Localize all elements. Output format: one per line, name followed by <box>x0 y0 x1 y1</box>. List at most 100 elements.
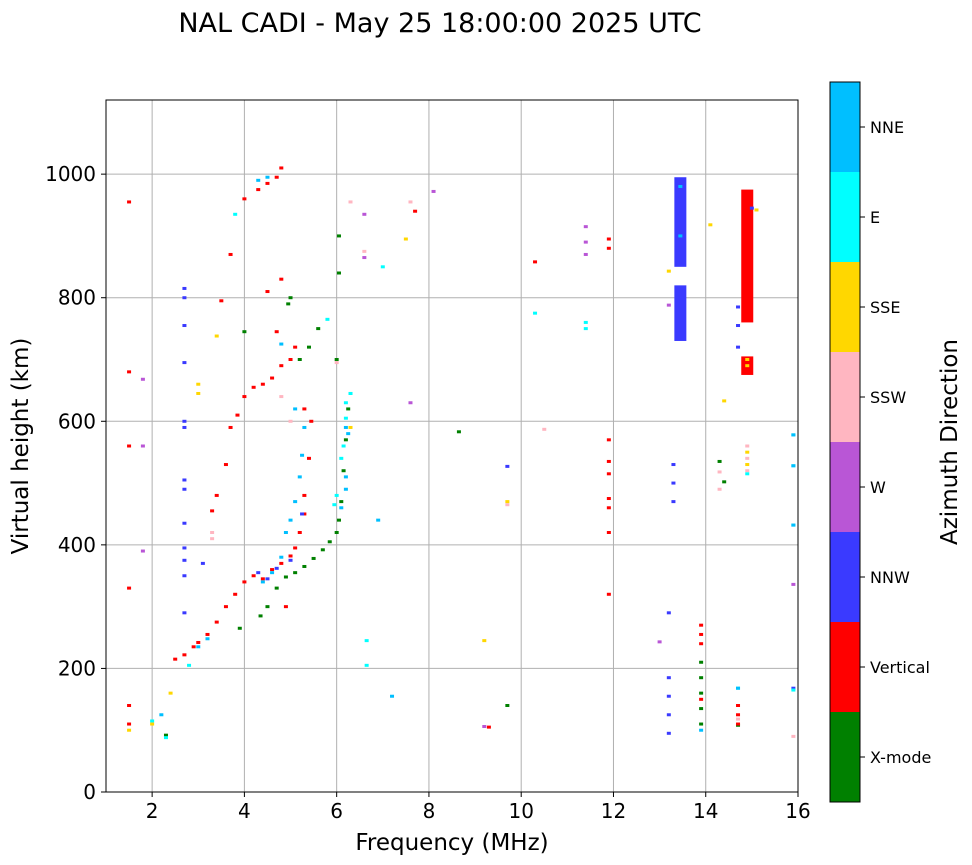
colorbar-swatch <box>830 532 860 622</box>
y-axis: 0 200 400 600 800 1000 <box>45 162 106 804</box>
band-vertical <box>741 189 754 323</box>
point-e <box>364 663 369 667</box>
point-x-mode <box>699 676 704 680</box>
point-nne <box>293 500 298 504</box>
point-vertical <box>251 574 256 578</box>
point-vertical <box>606 497 611 501</box>
point-x-mode <box>722 480 727 484</box>
data-marks <box>127 166 796 740</box>
point-vertical <box>699 632 704 636</box>
point-nne <box>279 555 284 559</box>
colorbar-tick-label: Vertical <box>870 658 930 677</box>
point-nnw <box>182 419 187 423</box>
x-tick-label: 16 <box>785 799 810 823</box>
point-e <box>583 320 588 324</box>
point-x-mode <box>699 722 704 726</box>
point-w <box>583 252 588 256</box>
point-nne <box>260 580 265 584</box>
point-x-mode <box>237 626 242 630</box>
point-vertical <box>606 246 611 250</box>
colorbar-swatch <box>830 262 860 352</box>
point-vertical <box>288 358 293 361</box>
point-nnw <box>666 731 671 735</box>
colorbar-tick-label: E <box>870 208 880 227</box>
point-ssw <box>210 531 215 534</box>
point-nnw <box>200 561 205 565</box>
point-vertical <box>223 605 228 609</box>
point-nne <box>736 686 741 690</box>
point-nne <box>302 425 307 429</box>
point-nne <box>339 506 344 510</box>
point-vertical <box>228 425 233 429</box>
point-vertical <box>242 197 247 201</box>
point-nne <box>791 433 796 437</box>
point-nnw <box>505 464 510 468</box>
point-x-mode <box>288 296 293 300</box>
point-nnw <box>678 222 683 226</box>
point-e <box>150 719 155 723</box>
chart-title: NAL CADI - May 25 18:00:00 2025 UTC <box>178 8 701 39</box>
point-nnw <box>182 574 187 578</box>
point-ssw <box>745 456 750 460</box>
point-x-mode <box>336 234 341 238</box>
point-x-mode <box>320 548 325 552</box>
point-ssw <box>717 470 722 474</box>
point-vertical <box>242 580 247 584</box>
point-vertical <box>223 463 228 467</box>
point-nne <box>346 432 351 436</box>
point-w <box>666 303 671 307</box>
point-e <box>343 416 348 420</box>
point-nnw <box>300 512 305 516</box>
point-nnw <box>666 694 671 698</box>
point-nne <box>279 342 284 346</box>
point-w <box>583 225 588 229</box>
point-e <box>380 265 385 269</box>
point-ssw <box>279 395 284 399</box>
point-x-mode <box>163 733 168 737</box>
point-sse <box>150 722 155 726</box>
point-w <box>482 725 487 729</box>
point-vertical <box>288 554 293 558</box>
point-vertical <box>228 252 233 256</box>
point-e <box>348 391 353 395</box>
point-nnw <box>678 333 683 337</box>
x-tick-label: 6 <box>330 799 343 823</box>
point-nnw <box>666 676 671 680</box>
point-x-mode <box>242 330 247 334</box>
point-x-mode <box>302 564 307 568</box>
colorbar-tick-label: SSW <box>870 388 906 407</box>
y-tick-label: 600 <box>58 409 96 433</box>
point-nnw <box>666 713 671 717</box>
point-ssw <box>542 427 547 431</box>
point-ssw <box>348 200 353 204</box>
point-e <box>339 456 344 460</box>
point-vertical <box>260 577 265 581</box>
point-sse <box>482 639 487 643</box>
colorbar-swatch <box>830 442 860 532</box>
point-vertical <box>736 713 741 717</box>
point-x-mode <box>346 407 351 411</box>
point-vertical <box>606 592 611 596</box>
point-x-mode <box>699 660 704 664</box>
point-nnw <box>256 571 261 575</box>
point-w <box>140 444 145 448</box>
point-ssw <box>745 469 750 473</box>
point-ssw <box>210 537 215 541</box>
point-vertical <box>606 459 611 463</box>
point-vertical <box>182 653 187 657</box>
point-vertical <box>606 438 611 442</box>
point-x-mode <box>336 518 341 522</box>
point-vertical <box>235 413 240 417</box>
point-vertical <box>233 592 238 596</box>
point-nnw <box>678 290 683 294</box>
point-nnw <box>736 345 741 349</box>
point-nnw <box>182 558 187 562</box>
point-nnw <box>288 558 293 562</box>
point-nnw <box>274 566 279 570</box>
point-nne <box>293 407 298 411</box>
point-vertical <box>699 642 704 646</box>
point-x-mode <box>265 605 270 609</box>
point-x-mode <box>306 345 311 349</box>
point-sse <box>505 500 510 504</box>
